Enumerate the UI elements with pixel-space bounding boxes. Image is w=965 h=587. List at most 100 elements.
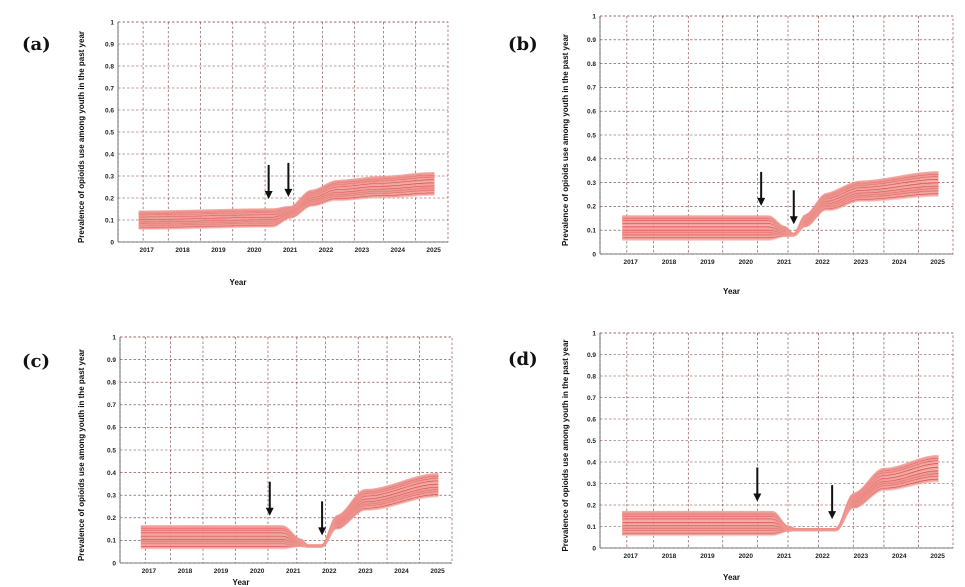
y-tick-label: 0.2 (107, 515, 116, 522)
simulation-line (621, 454, 939, 531)
y-tick-label: 0.2 (587, 204, 596, 211)
y-tick-label: 0 (592, 545, 596, 552)
intervention-arrow-icon (757, 171, 766, 206)
x-axis-title: Year (723, 573, 740, 582)
grid (119, 336, 453, 564)
y-tick-label: 0.5 (105, 129, 114, 136)
y-tick-label: 0.2 (105, 195, 114, 202)
simulation-line (140, 494, 439, 549)
intervention-arrow-icon (753, 467, 762, 502)
intervention-arrow-icon (828, 485, 837, 520)
y-tick-label: 0.7 (105, 85, 114, 92)
intervention-arrow-icon (318, 501, 327, 536)
y-tick-label: 0.3 (107, 493, 116, 500)
y-tick-label: 0.6 (105, 107, 114, 114)
x-tick-label: 2017 (623, 259, 638, 266)
x-tick-label: 2023 (854, 553, 869, 560)
x-tick-label: 2018 (662, 553, 677, 560)
y-tick-label: 0.3 (587, 180, 596, 187)
y-tick-label: 0.6 (587, 416, 596, 423)
x-tick-label: 2020 (247, 247, 262, 254)
intervention-arrow-icon (264, 165, 273, 200)
chart-panel-d: (d) 0 0.1 0.2 0.3 0.4 0.5 0.6 0.7 0.8 0.9 1 2017 2018… (490, 320, 965, 587)
x-tick-label: 2023 (854, 259, 869, 266)
x-tick-label: 2025 (430, 568, 445, 575)
x-tick-label: 2022 (319, 247, 334, 254)
simulation-line (621, 171, 939, 236)
panel-label: (c) (22, 351, 50, 372)
x-tick-label: 2019 (214, 568, 229, 575)
y-tick-label: 0.4 (107, 470, 116, 477)
panel-label: (b) (508, 34, 538, 55)
chart-panel-a: (a) 0 0.1 0.2 0.3 0.4 0.5 0.6 0.7 0.8 0.9 1 2017 2018… (0, 0, 470, 295)
chart-svg: (a) 0 0.1 0.2 0.3 0.4 0.5 0.6 0.7 0.8 0.9 1 2017 2018… (22, 19, 449, 287)
y-tick-label: 0.8 (587, 373, 596, 380)
intervention-arrow-icon (265, 481, 274, 516)
y-tick-label: 0.4 (587, 459, 596, 466)
x-tick-label: 2020 (739, 553, 754, 560)
y-axis-title: Prevalence of opioids use among youth in… (561, 339, 570, 551)
panel-label: (a) (22, 34, 51, 55)
chart-svg: (b) 0 0.1 0.2 0.3 0.4 0.5 0.6 0.7 0.8 0.9 1 2017 2018… (508, 13, 954, 296)
x-tick-label: 2019 (211, 247, 226, 254)
y-tick-label: 0.1 (105, 217, 114, 224)
simulation-line (140, 473, 439, 547)
x-tick-label: 2024 (394, 568, 409, 575)
y-tick-label: 0.8 (105, 63, 114, 70)
y-tick-label: 0 (110, 239, 114, 246)
y-axis-title: Prevalence of opioids use among youth in… (77, 31, 86, 243)
y-tick-label: 0.5 (107, 447, 116, 454)
panel-label: (d) (508, 349, 538, 370)
y-tick-label: 0.1 (587, 524, 596, 531)
x-tick-label: 2018 (175, 247, 190, 254)
x-tick-label: 2021 (286, 568, 301, 575)
x-tick-label: 2018 (178, 568, 193, 575)
y-tick-label: 0.9 (105, 41, 114, 48)
y-tick-label: 0.2 (587, 502, 596, 509)
x-tick-label: 2025 (930, 259, 945, 266)
x-tick-label: 2024 (391, 247, 406, 254)
y-axis-title: Prevalence of opioids use among youth in… (77, 349, 86, 561)
x-tick-label: 2019 (700, 259, 715, 266)
x-tick-label: 2021 (777, 553, 792, 560)
x-tick-label: 2017 (139, 247, 154, 254)
intervention-arrow-icon (789, 190, 798, 225)
x-tick-label: 2022 (815, 553, 830, 560)
simulation-line (138, 172, 435, 213)
y-tick-label: 1 (112, 334, 116, 341)
x-tick-label: 2025 (930, 553, 945, 560)
y-tick-label: 0.1 (107, 538, 116, 545)
x-tick-label: 2020 (739, 259, 754, 266)
x-tick-label: 2022 (322, 568, 337, 575)
simulation-line (140, 483, 439, 548)
y-tick-label: 0.8 (107, 380, 116, 387)
y-tick-label: 0.1 (587, 228, 596, 235)
simulation-series (621, 171, 939, 241)
x-tick-label: 2021 (777, 259, 792, 266)
y-tick-label: 1 (592, 330, 596, 337)
grid (599, 332, 954, 549)
y-tick-label: 0.4 (105, 151, 114, 158)
y-tick-label: 0.4 (587, 156, 596, 163)
y-tick-label: 0.3 (105, 173, 114, 180)
simulation-series (621, 454, 939, 537)
y-tick-label: 1 (592, 13, 596, 20)
x-axis-title: Year (230, 278, 247, 287)
chart-panel-c: (c) 0 0.1 0.2 0.3 0.4 0.5 0.6 0.7 0.8 0.9 1 2017 2018… (0, 325, 470, 587)
x-tick-label: 2022 (815, 259, 830, 266)
x-tick-label: 2021 (283, 247, 298, 254)
x-tick-label: 2018 (662, 259, 677, 266)
x-tick-label: 2017 (623, 553, 638, 560)
chart-panel-b: (b) 0 0.1 0.2 0.3 0.4 0.5 0.6 0.7 0.8 0.9 1 2017 2018… (490, 0, 965, 300)
x-tick-label: 2023 (355, 247, 370, 254)
y-tick-label: 0.5 (587, 132, 596, 139)
y-tick-label: 0.6 (587, 109, 596, 116)
x-tick-label: 2023 (358, 568, 373, 575)
y-tick-label: 0.5 (587, 438, 596, 445)
y-tick-label: 0.6 (107, 425, 116, 432)
y-tick-label: 0.7 (107, 402, 116, 409)
chart-svg: (d) 0 0.1 0.2 0.3 0.4 0.5 0.6 0.7 0.8 0.9 1 2017 2018… (508, 330, 954, 582)
intervention-arrow-icon (284, 162, 293, 197)
simulation-series (138, 172, 435, 230)
y-tick-label: 0.7 (587, 85, 596, 92)
